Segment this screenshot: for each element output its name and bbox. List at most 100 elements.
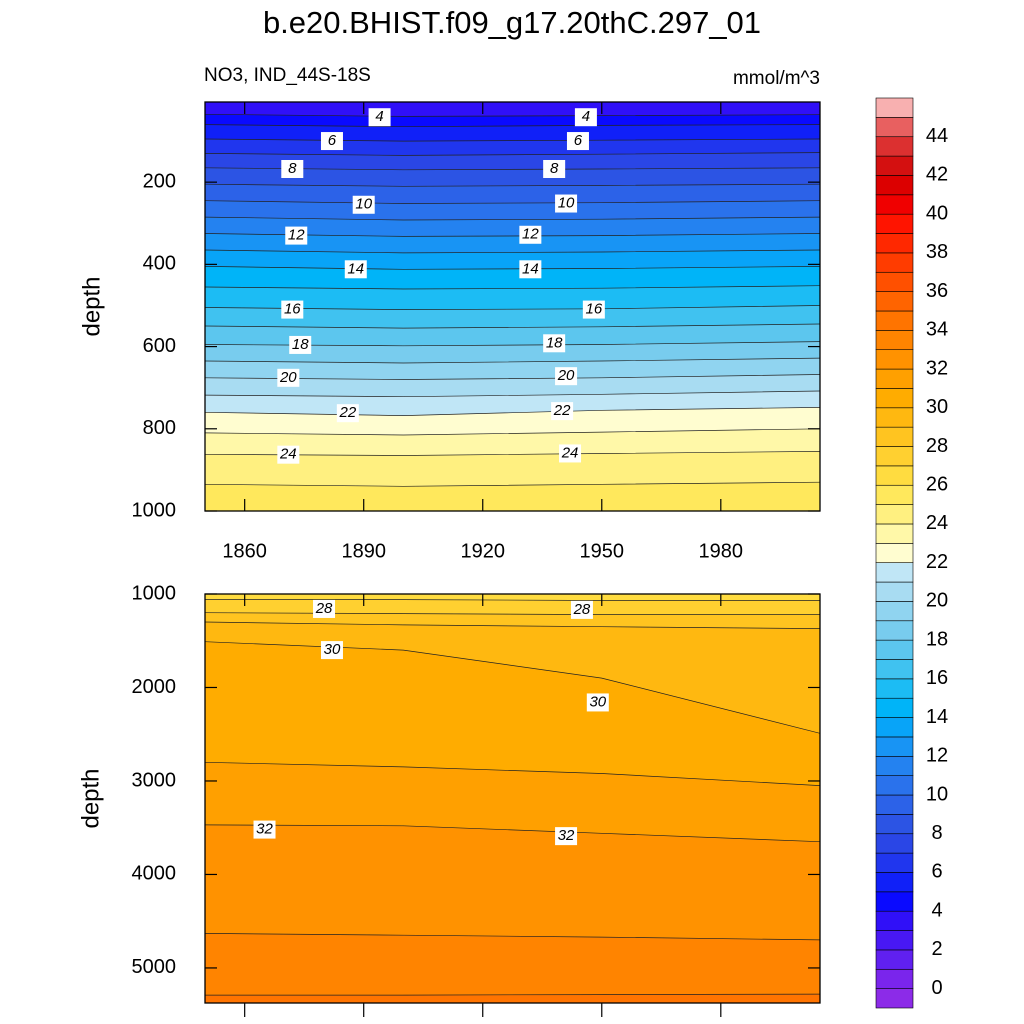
contour-label-bg xyxy=(277,445,300,464)
contour-line xyxy=(205,216,820,221)
contour-label-bg xyxy=(555,827,578,846)
colorbar-box xyxy=(875,194,914,215)
colorbar-box xyxy=(875,543,914,563)
y-tick-label: 600 xyxy=(143,335,176,357)
y-tick-label: 200 xyxy=(143,170,176,192)
contour-label: 4 xyxy=(582,108,590,125)
contour-label-bg xyxy=(320,641,343,660)
y-tick-label: 400 xyxy=(143,253,176,275)
contour-label-bg xyxy=(320,132,343,151)
colorbar-box xyxy=(875,659,914,680)
contour-label: 14 xyxy=(347,260,364,277)
contour-label: 28 xyxy=(315,600,333,617)
colorbar-label: 28 xyxy=(926,435,948,457)
contour-label: 32 xyxy=(558,827,575,844)
contour-label: 22 xyxy=(553,402,571,419)
colorbar-box xyxy=(875,523,914,544)
contour-line xyxy=(205,249,820,254)
y-tick-label: 5000 xyxy=(132,956,177,978)
contour-label-bg xyxy=(277,368,300,387)
colorbar-box xyxy=(875,97,914,118)
colorbar-box xyxy=(875,330,914,351)
colorbar-label: 6 xyxy=(931,861,942,883)
contour-label-bg xyxy=(519,260,542,279)
contour-line xyxy=(205,305,820,310)
contour-label: 12 xyxy=(288,227,305,244)
colorbar-box xyxy=(875,484,914,505)
colorbar-label: 24 xyxy=(926,512,948,534)
contour-line xyxy=(205,824,820,843)
contour-label-bg xyxy=(289,335,312,354)
colorbar-label: 0 xyxy=(931,977,942,999)
contour-label: 30 xyxy=(589,693,606,710)
contour-label-bg xyxy=(281,160,304,179)
colorbar-label: 12 xyxy=(926,745,948,767)
colorbar-label: 40 xyxy=(926,202,948,224)
x-tick-label: 1890 xyxy=(341,540,386,562)
contour-line xyxy=(205,993,820,996)
contour-label-bg xyxy=(344,260,367,279)
colorbar-box xyxy=(875,310,914,331)
contour-label-bg xyxy=(586,693,609,712)
contour-label-bg xyxy=(574,108,597,127)
colorbar-box xyxy=(875,349,914,370)
colorbar-box xyxy=(875,794,914,815)
x-tick-label: 1860 xyxy=(222,540,267,562)
colorbar-box xyxy=(875,446,914,467)
colorbar-box xyxy=(875,872,914,893)
contour-line xyxy=(205,621,820,629)
x-tick-label: 1920 xyxy=(460,540,505,562)
contour-label: 18 xyxy=(546,334,563,351)
colorbar-box xyxy=(875,581,914,602)
colorbar-box xyxy=(875,717,914,738)
colorbar-box xyxy=(875,814,914,835)
contour-label-bg xyxy=(582,300,605,319)
contour-line xyxy=(205,481,820,487)
colorbar-box xyxy=(875,620,914,641)
plot-frame xyxy=(204,593,821,1004)
contour-label: 18 xyxy=(292,336,309,353)
contour-label-bg xyxy=(570,600,593,619)
colorbar-box xyxy=(875,504,914,525)
colorbar-box xyxy=(875,852,914,873)
contour-band xyxy=(205,994,820,1003)
colorbar-box xyxy=(875,930,914,951)
contour-label: 8 xyxy=(550,160,559,177)
colorbar-label: 4 xyxy=(931,899,942,921)
colorbar-box xyxy=(875,117,914,138)
y-tick-label: 2000 xyxy=(132,676,177,698)
contour-line xyxy=(205,641,820,734)
contour-label: 10 xyxy=(558,194,575,211)
contour-label-bg xyxy=(352,195,375,214)
colorbar-box xyxy=(875,136,914,157)
contour-label-bg xyxy=(551,402,574,421)
contour-label-bg xyxy=(559,444,582,463)
contour-line xyxy=(205,124,820,128)
contour-label-bg xyxy=(336,404,359,423)
colorbar-label: 16 xyxy=(926,667,948,689)
y-tick-label: 1000 xyxy=(132,499,177,521)
contour-label: 8 xyxy=(288,160,297,177)
colorbar-box xyxy=(875,678,914,699)
colorbar-box xyxy=(875,291,914,312)
colorbar-label: 2 xyxy=(931,938,942,960)
colorbar-box xyxy=(875,155,914,176)
contour-line xyxy=(205,761,820,786)
colorbar-box xyxy=(875,910,914,931)
colorbar-box xyxy=(875,175,914,196)
colorbar-box xyxy=(875,388,914,409)
contour-label: 6 xyxy=(328,132,337,149)
y-tick-label: 800 xyxy=(143,417,176,439)
contour-line xyxy=(205,428,820,436)
colorbar-label: 22 xyxy=(926,551,948,573)
plot-frame xyxy=(204,101,821,512)
contour-line xyxy=(205,200,820,204)
colorbar-box xyxy=(875,891,914,912)
colorbar-box xyxy=(875,968,914,989)
contour-line xyxy=(205,323,820,329)
colorbar-label: 32 xyxy=(926,357,948,379)
contour-label-bg xyxy=(253,820,276,839)
colorbar-box xyxy=(875,988,914,1009)
colorbar-label: 8 xyxy=(931,822,942,844)
y-tick-label: 1000 xyxy=(132,582,177,604)
